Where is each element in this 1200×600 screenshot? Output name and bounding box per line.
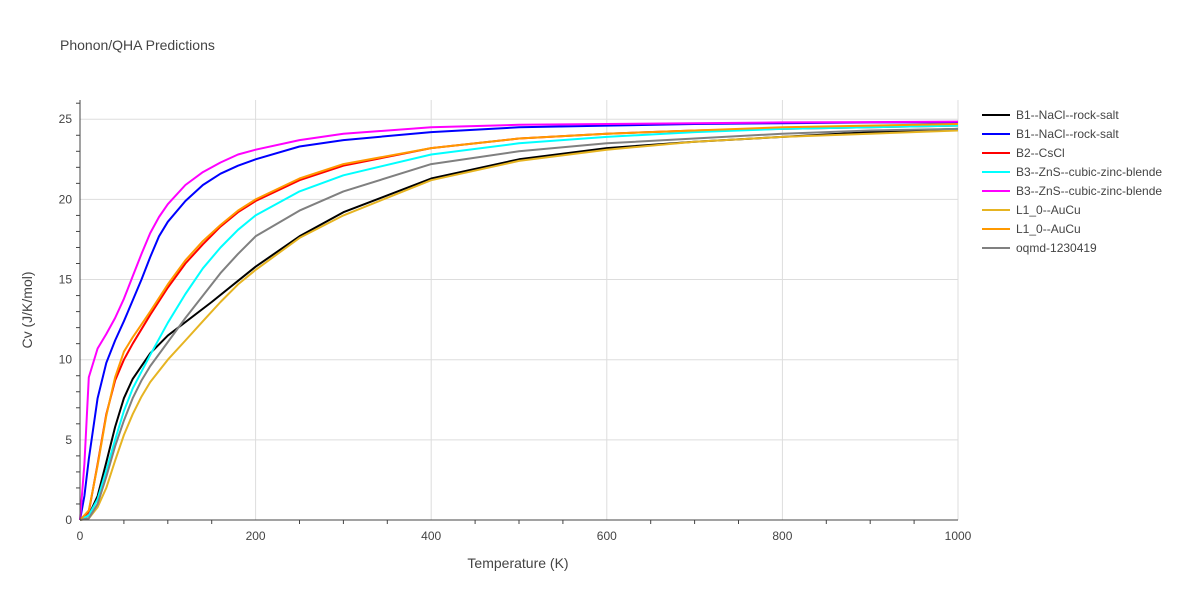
legend-label-5: L1_0--AuCu xyxy=(1016,203,1081,217)
y-tick-label: 25 xyxy=(59,112,73,126)
x-tick-label: 800 xyxy=(772,529,792,543)
series-line-3 xyxy=(79,124,959,521)
y-tick-label: 0 xyxy=(65,513,72,527)
x-tick-label: 600 xyxy=(597,529,617,543)
legend-label-2: B2--CsCl xyxy=(1016,146,1065,160)
series-line-1 xyxy=(79,121,958,521)
y-tick-label: 15 xyxy=(59,273,73,287)
grid xyxy=(79,100,959,521)
legend-label-3: B3--ZnS--cubic-zinc-blende xyxy=(1016,165,1162,179)
chart-title: Phonon/QHA Predictions xyxy=(60,37,215,53)
axes: 0 200 400 600 800 1000 0 5 10 15 20 25 xyxy=(59,100,972,543)
series-line-2 xyxy=(79,124,959,521)
x-tick-label: 400 xyxy=(421,529,441,543)
legend: B1--NaCl--rock-salt B1--NaCl--rock-salt B2… xyxy=(982,108,1162,255)
y-axis-title: Cv (J/K/mol) xyxy=(19,272,35,349)
legend-label-0: B1--NaCl--rock-salt xyxy=(1016,108,1119,122)
y-tick-label: 5 xyxy=(65,433,72,447)
legend-label-7: oqmd-1230419 xyxy=(1016,241,1097,255)
legend-label-6: L1_0--AuCu xyxy=(1016,222,1081,236)
x-tick-label: 1000 xyxy=(945,529,972,543)
plot-area xyxy=(79,120,959,521)
series-line-5 xyxy=(79,129,959,521)
series-line-4 xyxy=(79,120,959,521)
x-axis-title: Temperature (K) xyxy=(467,555,568,571)
series-line-6 xyxy=(79,123,959,521)
legend-label-4: B3--ZnS--cubic-zinc-blende xyxy=(1016,184,1162,198)
series-line-0 xyxy=(79,127,959,521)
series-line-7 xyxy=(79,127,959,521)
legend-label-1: B1--NaCl--rock-salt xyxy=(1016,127,1119,141)
x-tick-label: 0 xyxy=(77,529,84,543)
y-tick-label: 10 xyxy=(59,353,73,367)
y-tick-label: 20 xyxy=(59,192,73,206)
x-tick-label: 200 xyxy=(246,529,266,543)
